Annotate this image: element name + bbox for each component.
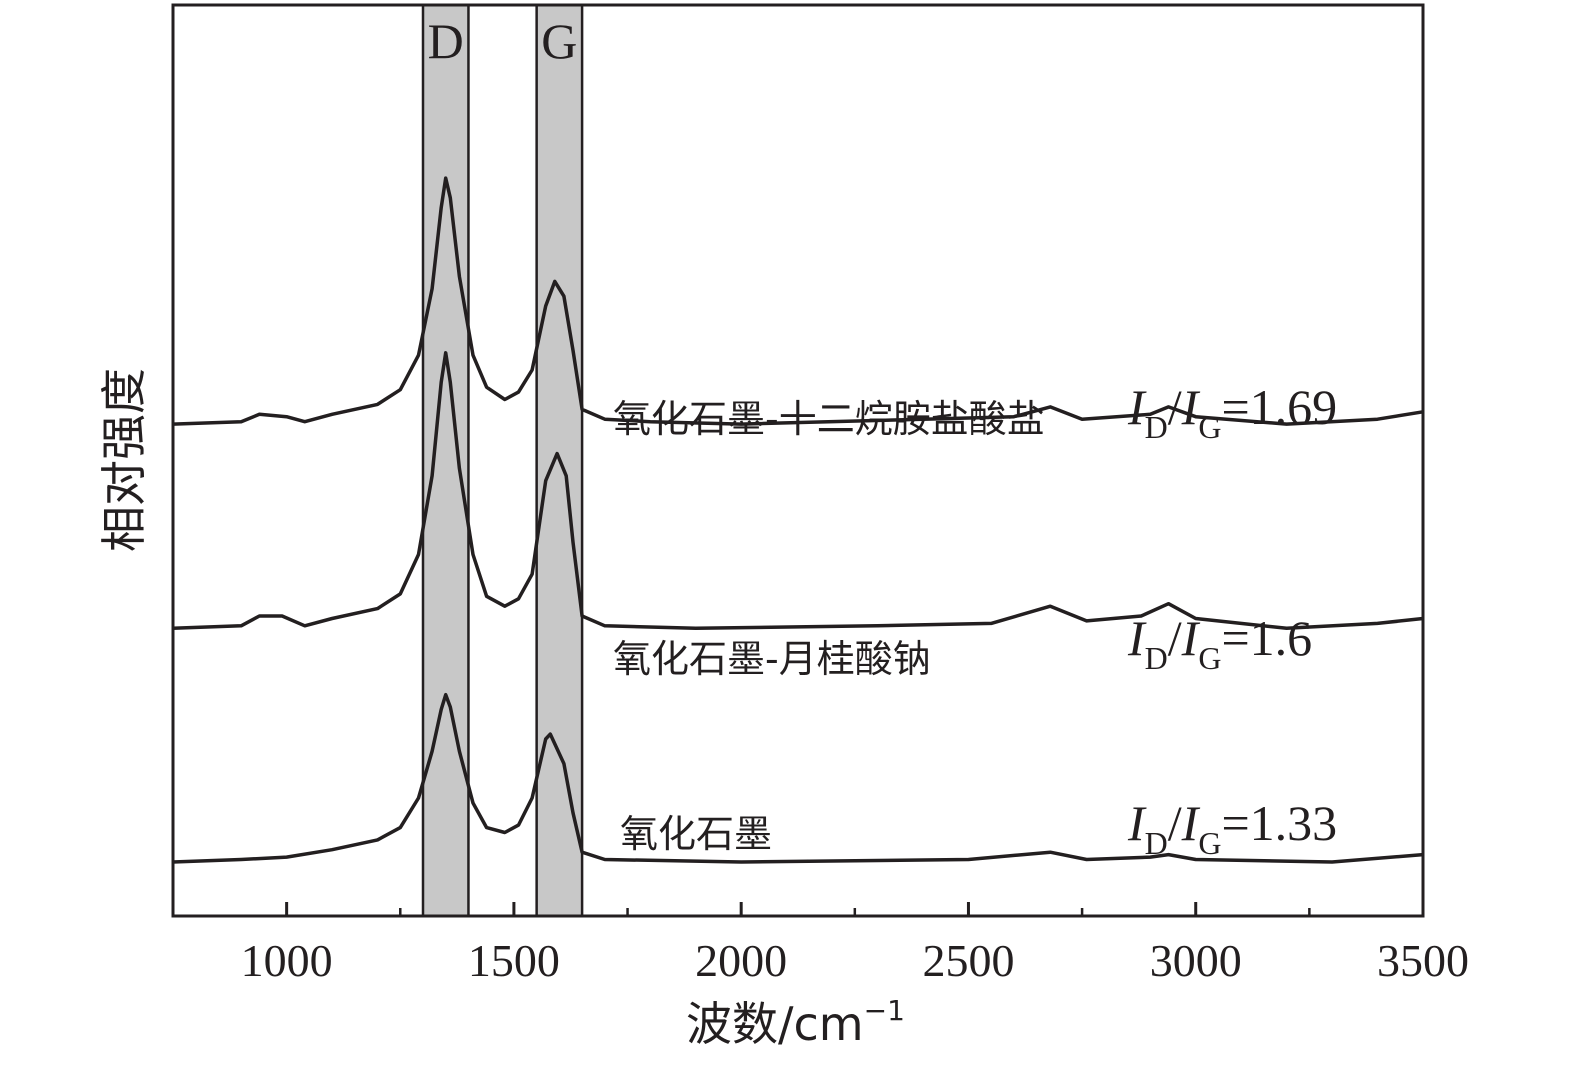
series-line-2 [172, 692, 1424, 864]
x-tick-label: 2000 [695, 935, 787, 986]
band-label-D: D [428, 13, 464, 69]
ratio-annotation-dodecylamine: ID/IG=1.69 [1127, 379, 1337, 445]
plot-frame [171, 3, 1425, 918]
series-layer [172, 176, 1424, 864]
x-axis-title-sup: −1 [864, 994, 905, 1027]
x-axis-title-text: 波数/cm [686, 997, 864, 1051]
x-tick-label: 1000 [241, 935, 333, 986]
ratio-annotation-sodium-laurate: ID/IG=1.6 [1127, 610, 1312, 676]
x-tick-label: 3500 [1377, 935, 1469, 986]
series-label-dodecylamine: 氧化石墨-十二烷胺盐酸盐 [613, 397, 1045, 441]
x-tick-label: 3000 [1150, 935, 1242, 986]
y-axis-title: 相对强度 [97, 368, 151, 552]
x-tick-label: 2500 [922, 935, 1014, 986]
ratio-value-sodium-laurate: 1.6 [1250, 610, 1313, 666]
x-tick-label: 1500 [468, 935, 560, 986]
ratio-value-dodecylamine: 1.69 [1250, 379, 1338, 435]
series-line-1 [172, 351, 1424, 631]
series-label-sodium-laurate: 氧化石墨-月桂酸钠 [613, 637, 931, 681]
ratio-annotation-graphite-oxide: ID/IG=1.33 [1127, 795, 1337, 861]
ratio-value-graphite-oxide: 1.33 [1250, 795, 1338, 851]
series-label-graphite-oxide: 氧化石墨 [620, 812, 772, 856]
x-axis-title: 波数/cm−1 [686, 994, 905, 1051]
band-D [421, 3, 470, 918]
band-label-G: G [541, 13, 577, 69]
ticks-layer: 1000 1500 2000 2500 3000 3500 [171, 902, 1469, 986]
series-line-0 [172, 176, 1424, 426]
